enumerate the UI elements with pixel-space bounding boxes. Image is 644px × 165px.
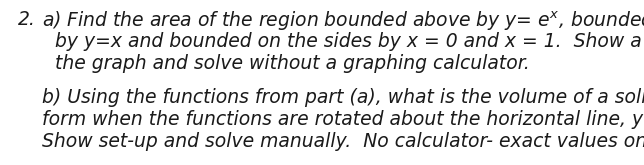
Text: the graph and solve without a graphing calculator.: the graph and solve without a graphing c…	[55, 54, 530, 73]
Text: by y=x and bounded on the sides by x = 0 and x = 1.  Show a sketch of: by y=x and bounded on the sides by x = 0…	[55, 32, 644, 51]
Text: form when the functions are rotated about the horizontal line, y= -1?: form when the functions are rotated abou…	[42, 110, 644, 129]
Text: 2.: 2.	[18, 10, 36, 29]
Text: b) Using the functions from part (a), what is the volume of a solid: b) Using the functions from part (a), wh…	[42, 88, 644, 107]
Text: Show set-up and solve manually.  No calculator- exact values only.: Show set-up and solve manually. No calcu…	[42, 132, 644, 151]
Text: a) Find the area of the region bounded above by y= $e^x$, bounded below: a) Find the area of the region bounded a…	[42, 10, 644, 33]
